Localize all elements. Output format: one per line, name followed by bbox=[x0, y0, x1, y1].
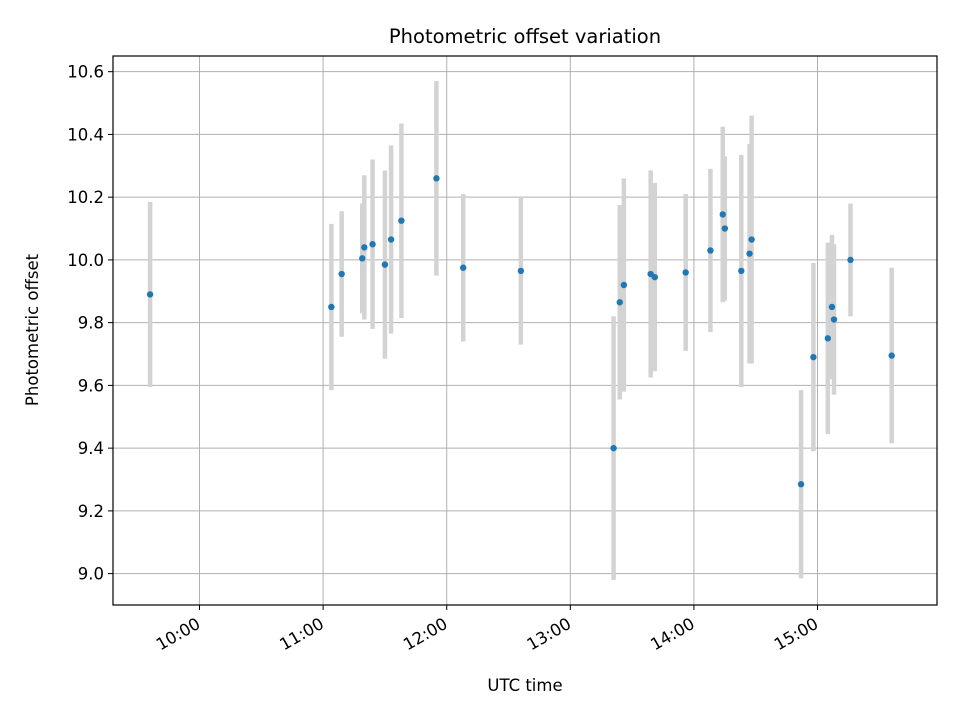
data-point bbox=[610, 444, 617, 452]
data-point bbox=[651, 273, 658, 281]
data-point bbox=[433, 175, 440, 182]
data-point bbox=[338, 270, 345, 278]
data-point bbox=[369, 241, 376, 248]
data-point bbox=[146, 291, 154, 298]
data-point bbox=[387, 236, 395, 243]
data-point bbox=[460, 264, 467, 271]
data-point bbox=[381, 261, 389, 268]
y-axis-label: Photometric offset bbox=[23, 253, 42, 406]
data-point bbox=[616, 299, 623, 306]
data-point bbox=[328, 303, 335, 311]
data-point bbox=[398, 217, 405, 224]
y-tick-label: 9.4 bbox=[78, 439, 104, 458]
data-point bbox=[746, 250, 753, 257]
data-point bbox=[721, 225, 729, 232]
y-tick-label: 10.4 bbox=[67, 125, 104, 144]
data-point bbox=[359, 255, 366, 262]
data-point bbox=[888, 352, 895, 359]
y-tick-label: 9.2 bbox=[78, 502, 104, 521]
data-point bbox=[797, 481, 805, 488]
plot-frame bbox=[112, 55, 938, 606]
data-points bbox=[146, 175, 895, 488]
y-tick-label: 10.2 bbox=[67, 188, 104, 207]
y-axis-ticks: 9.0 9.2 9.4 9.6 9.8 10.0 10.2 10.4 10.6 bbox=[67, 63, 113, 584]
data-point bbox=[828, 303, 836, 311]
data-point bbox=[707, 247, 714, 254]
data-point bbox=[824, 335, 832, 342]
y-tick-label: 10.6 bbox=[67, 63, 104, 82]
data-point bbox=[719, 211, 726, 218]
grid bbox=[113, 56, 937, 605]
data-point bbox=[361, 244, 368, 251]
y-tick-label: 9.8 bbox=[78, 314, 104, 333]
data-point bbox=[810, 353, 817, 361]
y-tick-label: 9.0 bbox=[78, 565, 104, 584]
data-point bbox=[830, 316, 838, 323]
data-point bbox=[847, 256, 854, 264]
data-point bbox=[682, 269, 689, 276]
chart-title: Photometric offset variation bbox=[389, 25, 661, 48]
y-tick-label: 10.0 bbox=[67, 251, 104, 270]
x-axis-label: UTC time bbox=[487, 676, 562, 695]
data-point bbox=[738, 267, 745, 275]
y-tick-label: 9.6 bbox=[78, 376, 104, 395]
data-point bbox=[620, 281, 628, 289]
data-point bbox=[748, 236, 755, 243]
data-point bbox=[517, 267, 525, 275]
